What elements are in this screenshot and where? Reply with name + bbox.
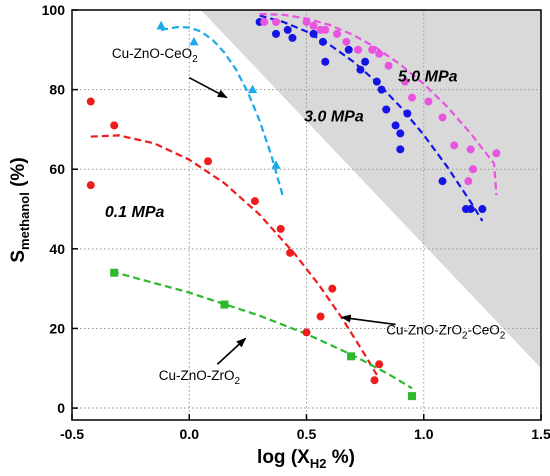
- data-point-pink: [272, 17, 281, 26]
- data-point-blue: [288, 33, 297, 42]
- x-tick-label: 1.0: [414, 426, 434, 442]
- data-point-pink: [450, 141, 459, 150]
- ann-5-0-mpa: 5.0 MPa: [398, 69, 458, 86]
- data-point-blue: [318, 37, 327, 46]
- x-axis-title: log (XH2 %): [257, 447, 355, 471]
- data-point-blue: [344, 45, 353, 54]
- x-tick-label: -0.5: [60, 426, 84, 442]
- data-point-blue: [396, 145, 405, 154]
- shaded-region: [200, 10, 541, 369]
- ann-cu-zno-ceo2: Cu-ZnO-CeO2: [112, 46, 198, 65]
- data-point-blue: [321, 57, 330, 66]
- trend-line-pink: [259, 12, 498, 196]
- data-point-blue: [478, 205, 487, 214]
- data-point-pink: [438, 113, 447, 122]
- data-point-pink: [464, 177, 473, 186]
- data-point-blue: [272, 29, 281, 38]
- ann-cu-zno-ceo2-arrow: [188, 76, 228, 99]
- data-point-blue: [377, 85, 386, 94]
- data-point-lightblue: [247, 84, 258, 94]
- data-point-blue: [382, 105, 391, 114]
- data-point-pink: [400, 77, 409, 86]
- data-point-pink: [321, 25, 330, 34]
- data-point-blue: [309, 29, 318, 38]
- y-axis-title: Smethanol (%): [8, 157, 32, 262]
- trend-line-red: [90, 134, 378, 376]
- data-point-lightblue: [156, 20, 166, 30]
- data-point-red: [250, 197, 259, 206]
- y-tick-label: 80: [49, 82, 65, 98]
- data-point-blue: [372, 77, 381, 86]
- data-point-red: [375, 360, 384, 369]
- x-tick-label: 0.0: [180, 426, 200, 442]
- trend-line-lightblue: [160, 25, 285, 198]
- data-point-pink: [342, 37, 351, 46]
- data-point-pink: [375, 49, 384, 58]
- ann-cu-zno-zro2: Cu-ZnO-ZrO2: [159, 368, 241, 387]
- ann-3-0-mpa: 3.0 MPa: [304, 108, 364, 125]
- data-point-red: [110, 121, 119, 130]
- data-point-pink: [302, 17, 311, 26]
- data-point-green: [408, 392, 417, 401]
- data-point-red: [286, 248, 295, 257]
- x-tick-label: 0.5: [297, 426, 317, 442]
- data-point-red: [204, 157, 213, 166]
- data-point-pink: [354, 45, 363, 54]
- x-tick-label: 1.5: [531, 426, 550, 442]
- data-point-pink: [309, 21, 318, 30]
- y-tick-label: 20: [49, 320, 65, 336]
- data-point-green: [347, 352, 356, 361]
- ann-0-1-mpa: 0.1 MPa: [105, 204, 165, 221]
- data-point-pink: [368, 45, 377, 54]
- ann-cu-zno-zro2-ceo2: Cu-ZnO-ZrO2-CeO2: [386, 322, 506, 341]
- ann-cu-zno-zro2-ceo2-arrow: [340, 314, 396, 326]
- data-point-pink: [384, 61, 393, 70]
- data-point-pink: [408, 93, 417, 102]
- data-point-lightblue: [189, 36, 199, 46]
- data-point-pink: [260, 17, 269, 26]
- data-point-blue: [403, 109, 412, 118]
- data-point-red: [276, 224, 285, 233]
- data-point-pink: [466, 145, 475, 154]
- data-point-red: [86, 97, 95, 106]
- data-point-lightblue: [271, 160, 281, 169]
- trend-line-green: [111, 270, 413, 390]
- data-point-blue: [361, 57, 370, 66]
- data-point-pink: [332, 29, 341, 38]
- y-tick-label: 60: [49, 161, 65, 177]
- data-point-red: [316, 312, 325, 321]
- data-point-pink: [492, 149, 501, 158]
- data-point-green: [110, 268, 119, 277]
- y-tick-label: 100: [42, 2, 66, 18]
- data-point-blue: [396, 129, 405, 138]
- data-point-blue: [466, 205, 475, 214]
- data-point-pink: [468, 165, 477, 174]
- data-point-red: [86, 181, 95, 190]
- ann-cu-zno-zro2-arrow: [216, 337, 247, 365]
- data-point-red: [328, 284, 337, 293]
- y-tick-label: 0: [57, 400, 65, 416]
- data-point-pink: [424, 97, 433, 106]
- data-point-blue: [283, 25, 292, 34]
- data-point-blue: [438, 177, 447, 186]
- data-point-blue: [356, 65, 365, 74]
- data-point-blue: [391, 121, 400, 130]
- data-point-red: [370, 376, 379, 385]
- data-point-red: [302, 328, 311, 337]
- data-point-green: [220, 300, 229, 309]
- y-tick-label: 40: [49, 241, 65, 257]
